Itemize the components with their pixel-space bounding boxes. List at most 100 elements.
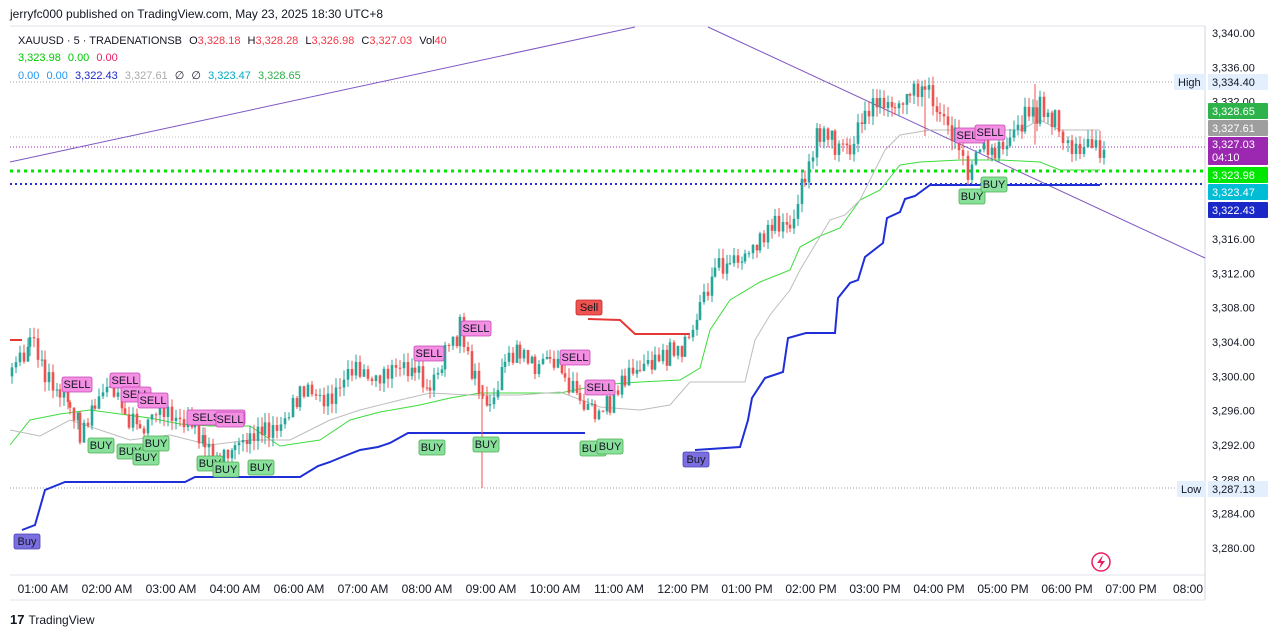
- sell-signal-text: SELL: [64, 379, 91, 391]
- candle-body: [601, 410, 605, 412]
- high-value: 3,328.28: [255, 35, 299, 47]
- price-tag-bg: [1208, 202, 1268, 218]
- candle-body: [222, 449, 226, 462]
- candle-body: [386, 368, 390, 379]
- buy-signal-big-text: Buy: [687, 454, 706, 466]
- candle-body: [560, 358, 564, 374]
- indicator-legend-2[interactable]: 0.00 0.00 3,322.43 3,327.61 ∅ ∅ 3,323.47…: [18, 69, 305, 82]
- candle-body: [966, 155, 970, 180]
- candle-body: [318, 394, 322, 396]
- candle-body: [788, 224, 792, 229]
- candle-body: [1005, 145, 1009, 150]
- buy-signal: BUY: [980, 176, 1008, 193]
- symbol-label[interactable]: XAUUSD · 5 · TRADENATIONSB: [18, 35, 183, 47]
- candle-body: [890, 102, 894, 108]
- candle-body: [466, 347, 470, 352]
- indicator-legend-1[interactable]: 3,323.98 0.00 0.00: [18, 52, 122, 64]
- buy-signal-bg: [418, 439, 446, 456]
- indicator-value: 3,323.98: [18, 52, 61, 64]
- candle-body: [852, 143, 856, 155]
- candle-body: [672, 342, 676, 356]
- price-tag-text: 3,323.47: [1212, 187, 1255, 199]
- candle-body: [833, 130, 837, 155]
- candle-body: [860, 122, 864, 125]
- time-tick-label: 10:00 AM: [530, 582, 581, 596]
- candle-body: [698, 302, 702, 320]
- price-tag-bg: [1208, 103, 1268, 119]
- candle-body: [706, 291, 710, 296]
- candle-body: [815, 128, 819, 158]
- red-trail-line-2: [587, 318, 690, 335]
- sell-signal: SELL: [584, 379, 616, 396]
- candle-body: [306, 384, 310, 397]
- candle-body: [51, 372, 55, 391]
- time-tick-label: 05:00 PM: [977, 582, 1028, 596]
- candle-body: [382, 368, 386, 384]
- candle-body: [961, 150, 965, 156]
- candle-body: [135, 413, 139, 425]
- price-tick-label: 3,284.00: [1212, 509, 1255, 521]
- candle-body: [657, 354, 661, 362]
- buy-signal-text: BUY: [215, 464, 238, 476]
- indicator-lines: [9, 26, 1206, 531]
- candle-body: [1061, 131, 1065, 144]
- price-tag-text: 3,327.03: [1212, 139, 1255, 151]
- candle-body: [90, 405, 94, 426]
- price-axis[interactable]: 3,340.003,336.003,332.003,316.003,312.00…: [1174, 28, 1268, 555]
- candle-body: [68, 402, 72, 408]
- candle-body: [770, 224, 774, 231]
- buy-signal-text: BUY: [145, 438, 168, 450]
- sell-signal-text: SELL: [977, 127, 1004, 139]
- sell-signal-bg: [559, 349, 591, 366]
- candle-body: [485, 395, 489, 406]
- sell-signal-big-bg: [575, 299, 603, 316]
- low-value-text: 3,287.13: [1212, 484, 1255, 496]
- candle-body: [631, 367, 635, 374]
- candle-body: [616, 390, 620, 395]
- candle-body: [470, 351, 474, 379]
- candle-body: [283, 418, 287, 425]
- candle-body: [841, 143, 845, 145]
- candle-body: [40, 359, 44, 361]
- candle-body: [695, 319, 699, 330]
- candle-body: [935, 106, 939, 113]
- candle-body: [252, 433, 256, 441]
- candle-body: [374, 375, 378, 382]
- sell-signal: SELL: [460, 320, 492, 337]
- low-label-text: Low: [1181, 484, 1201, 496]
- sell-signal: SELL: [109, 372, 141, 389]
- price-tag-text: 3,323.98: [1212, 170, 1255, 182]
- buy-signal-text: BUY: [421, 442, 444, 454]
- price-tag-bg: [1208, 167, 1268, 183]
- candle-body: [142, 428, 146, 434]
- tradingview-logo[interactable]: 17 TradingView: [10, 612, 95, 627]
- buy-signal-big: Buy: [13, 533, 41, 550]
- candle-body: [773, 215, 777, 231]
- candle-body: [421, 366, 425, 388]
- blue-trail-line-2: [694, 184, 1100, 451]
- buy-signal-big-bg: [682, 451, 710, 468]
- buy-signal: BUY: [87, 437, 115, 454]
- candle-body: [950, 125, 954, 141]
- candle-body: [717, 258, 721, 268]
- lightning-icon[interactable]: [1091, 552, 1111, 572]
- candle-body: [503, 361, 507, 367]
- time-tick-label: 02:00 AM: [82, 582, 133, 596]
- candle-body: [496, 390, 500, 398]
- candle-body: [997, 141, 1001, 159]
- time-tick-label: 04:00 AM: [210, 582, 261, 596]
- time-axis[interactable]: 01:00 AM 02:00 AM 03:00 AM 04:00 AM 06:00 AM…: [18, 582, 1204, 596]
- buy-signal-big-bg: [13, 533, 41, 550]
- indicator-value: 0.00: [46, 70, 68, 82]
- indicator-value: 3,327.61: [124, 70, 168, 82]
- candle-body: [123, 408, 127, 415]
- candle-body: [267, 422, 271, 438]
- candle-body: [796, 203, 800, 219]
- candle-body: [777, 215, 781, 232]
- candle-body: [287, 417, 291, 419]
- sell-signal-text: SELL: [416, 348, 443, 360]
- buy-signal-bg: [980, 176, 1008, 193]
- candle-body: [1078, 143, 1082, 154]
- sell-signal-bg: [61, 376, 93, 393]
